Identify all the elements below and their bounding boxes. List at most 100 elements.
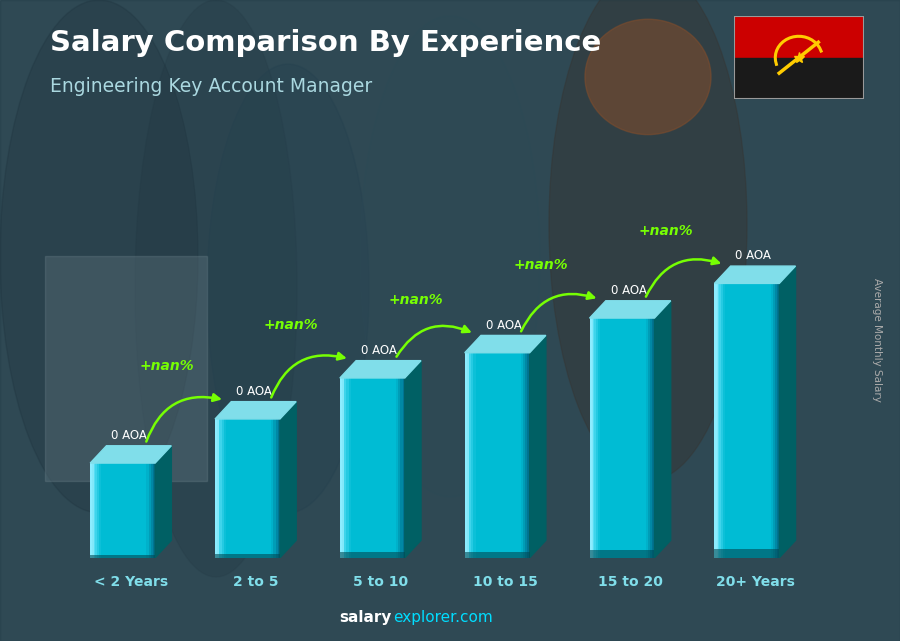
Bar bbox=[475, 353, 478, 558]
Polygon shape bbox=[529, 335, 546, 558]
Bar bbox=[396, 378, 399, 558]
Bar bbox=[99, 463, 101, 558]
Bar bbox=[617, 318, 620, 558]
Bar bbox=[464, 353, 469, 558]
Bar bbox=[590, 318, 591, 558]
Bar bbox=[723, 283, 725, 558]
Bar bbox=[764, 283, 766, 558]
Bar bbox=[715, 283, 716, 558]
Bar bbox=[365, 378, 368, 558]
Bar bbox=[594, 318, 596, 558]
Bar bbox=[90, 463, 93, 558]
Text: explorer.com: explorer.com bbox=[393, 610, 493, 625]
Bar bbox=[348, 378, 351, 558]
Bar bbox=[753, 283, 755, 558]
Polygon shape bbox=[215, 402, 296, 419]
Bar bbox=[742, 283, 744, 558]
Ellipse shape bbox=[549, 0, 747, 481]
Bar bbox=[500, 353, 501, 558]
Text: 0 AOA: 0 AOA bbox=[236, 385, 272, 398]
Bar bbox=[116, 463, 118, 558]
Bar bbox=[271, 419, 274, 558]
Text: 0 AOA: 0 AOA bbox=[361, 344, 397, 357]
Bar bbox=[140, 463, 142, 558]
Text: 0 AOA: 0 AOA bbox=[610, 284, 646, 297]
Bar bbox=[112, 463, 114, 558]
Bar bbox=[138, 463, 140, 558]
Bar bbox=[506, 353, 508, 558]
Bar bbox=[148, 463, 151, 558]
Bar bbox=[508, 353, 510, 558]
Bar bbox=[267, 419, 269, 558]
Bar bbox=[373, 378, 374, 558]
Bar bbox=[716, 283, 719, 558]
Bar bbox=[362, 378, 364, 558]
Text: 20+ Years: 20+ Years bbox=[716, 575, 795, 589]
Bar bbox=[275, 419, 278, 558]
Bar bbox=[628, 318, 631, 558]
Bar bbox=[263, 419, 265, 558]
Bar bbox=[591, 318, 594, 558]
Bar bbox=[359, 378, 362, 558]
Ellipse shape bbox=[0, 0, 198, 513]
Bar bbox=[755, 283, 758, 558]
Bar bbox=[228, 419, 230, 558]
Bar bbox=[153, 463, 155, 558]
Bar bbox=[715, 549, 779, 558]
Bar bbox=[93, 463, 94, 558]
Bar bbox=[344, 378, 346, 558]
Bar bbox=[94, 463, 96, 558]
Bar bbox=[489, 353, 491, 558]
Bar bbox=[596, 318, 599, 558]
Bar bbox=[394, 378, 396, 558]
Bar bbox=[734, 58, 864, 99]
Bar bbox=[644, 318, 646, 558]
Bar bbox=[340, 378, 342, 558]
Bar bbox=[495, 353, 497, 558]
Bar bbox=[625, 318, 626, 558]
Bar bbox=[340, 378, 344, 558]
Text: 5 to 10: 5 to 10 bbox=[353, 575, 408, 589]
Text: +nan%: +nan% bbox=[389, 293, 444, 307]
Text: 0 AOA: 0 AOA bbox=[735, 249, 771, 262]
Bar bbox=[590, 318, 593, 558]
Bar bbox=[469, 353, 472, 558]
Text: 0 AOA: 0 AOA bbox=[112, 429, 147, 442]
Bar bbox=[758, 283, 760, 558]
Bar bbox=[256, 419, 258, 558]
Bar bbox=[238, 419, 241, 558]
Text: < 2 Years: < 2 Years bbox=[94, 575, 167, 589]
Bar bbox=[467, 353, 469, 558]
Bar bbox=[607, 318, 609, 558]
Bar bbox=[526, 353, 527, 558]
Bar bbox=[633, 318, 635, 558]
Bar bbox=[609, 318, 611, 558]
Bar bbox=[215, 419, 219, 558]
Ellipse shape bbox=[585, 19, 711, 135]
Bar bbox=[480, 353, 482, 558]
Bar bbox=[598, 318, 600, 558]
Bar bbox=[744, 283, 747, 558]
Bar bbox=[122, 463, 125, 558]
Polygon shape bbox=[654, 301, 670, 558]
Ellipse shape bbox=[360, 16, 540, 497]
Bar bbox=[260, 419, 263, 558]
Bar bbox=[622, 318, 625, 558]
Text: 10 to 15: 10 to 15 bbox=[472, 575, 537, 589]
Bar bbox=[747, 283, 749, 558]
Bar bbox=[383, 378, 385, 558]
Bar bbox=[131, 463, 133, 558]
Bar bbox=[652, 318, 654, 558]
Bar bbox=[274, 419, 275, 558]
Bar bbox=[269, 419, 271, 558]
Bar bbox=[769, 283, 770, 558]
Bar bbox=[340, 553, 405, 558]
Bar bbox=[96, 463, 99, 558]
Bar bbox=[766, 283, 769, 558]
Bar bbox=[392, 378, 394, 558]
Bar bbox=[136, 463, 138, 558]
Bar bbox=[385, 378, 388, 558]
Bar bbox=[486, 353, 489, 558]
Polygon shape bbox=[405, 361, 421, 558]
Bar bbox=[90, 463, 94, 558]
